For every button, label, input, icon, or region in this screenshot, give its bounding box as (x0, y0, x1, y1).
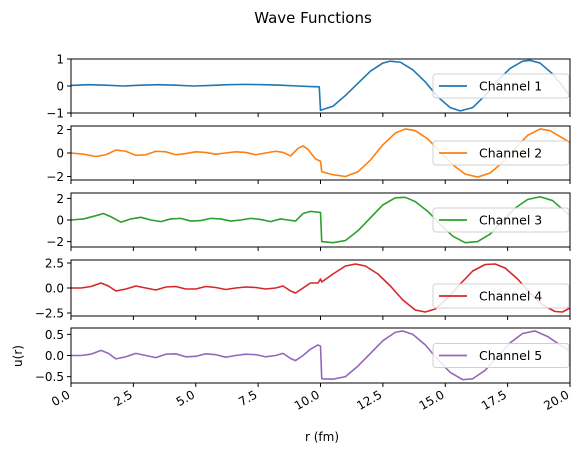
x-tick-label: 10.0 (292, 387, 322, 412)
panel-channel-2: −2 0 2 Channel 2 (46, 123, 571, 184)
legend-box (432, 283, 570, 309)
y-tick-label: 0 (56, 147, 64, 161)
panel-frame (70, 192, 571, 248)
y-tick-label: −1 (46, 107, 64, 121)
panel-channel-1: −1 0 1 Channel 1 (46, 53, 571, 121)
panel-channel-3: −2 0 2 Channel 3 (46, 192, 571, 251)
panel-frame (70, 327, 571, 384)
series-line-channel-4 (71, 263, 570, 313)
legend-channel-2: Channel 2 (432, 140, 570, 166)
y-tick-label: 1 (56, 53, 64, 67)
series-line-channel-3 (71, 195, 570, 244)
legend-channel-5: Channel 5 (432, 343, 570, 368)
y-tick-label: 2 (56, 123, 64, 137)
x-tick-label: 7.5 (236, 387, 260, 409)
x-tick-label: 5.0 (174, 387, 198, 409)
x-tick-label: 0.0 (49, 387, 73, 409)
y-axis-label: u(r) (11, 345, 25, 367)
x-tick-label: 2.5 (111, 387, 135, 409)
y-tick-label: 2 (56, 192, 64, 206)
x-tick-label: 20.0 (541, 387, 571, 412)
x-axis: 0.0 2.5 5.0 7.5 10.0 12.5 15.0 17.5 20.0 (49, 387, 572, 412)
panel-channel-5: −0.5 0.0 0.5 Channel 5 (35, 327, 571, 387)
legend-label: Channel 1 (479, 79, 542, 94)
panel-frame (70, 58, 571, 114)
legend-label: Channel 2 (479, 146, 542, 161)
y-tick-label: 0.0 (45, 349, 64, 363)
y-tick-label: 0 (56, 80, 64, 94)
legend-box (432, 140, 570, 166)
y-tick-label: 0.0 (45, 282, 64, 296)
legend-channel-1: Channel 1 (432, 73, 570, 99)
x-tick-label: 12.5 (354, 387, 384, 412)
y-tick-label: −2.5 (35, 307, 64, 321)
legend-box (432, 207, 570, 233)
chart-title: Wave Functions (254, 9, 372, 27)
series-line-channel-2 (71, 128, 570, 178)
y-tick-label: −0.5 (35, 370, 64, 384)
legend-channel-3: Channel 3 (432, 207, 570, 233)
legend-box (432, 343, 570, 368)
y-tick-label: 0 (56, 214, 64, 228)
legend-channel-4: Channel 4 (432, 283, 570, 309)
panel-frame (70, 259, 571, 317)
x-tick-label: 17.5 (479, 387, 509, 412)
legend-box (432, 73, 570, 99)
legend-label: Channel 5 (479, 348, 542, 363)
series-line-channel-5 (71, 330, 570, 381)
y-tick-label: −2 (46, 170, 64, 184)
x-axis-label: r (fm) (305, 430, 339, 444)
x-tick-label: 15.0 (417, 387, 447, 412)
legend-label: Channel 4 (479, 289, 542, 304)
series-line-channel-1 (71, 59, 570, 112)
y-tick-label: −2 (46, 235, 64, 249)
y-tick-label: 2.5 (45, 257, 64, 271)
legend-label: Channel 3 (479, 213, 542, 228)
y-tick-label: 0.5 (45, 328, 64, 342)
panel-frame (70, 125, 571, 181)
panel-channel-4: −2.5 0.0 2.5 Channel 4 (35, 257, 571, 321)
